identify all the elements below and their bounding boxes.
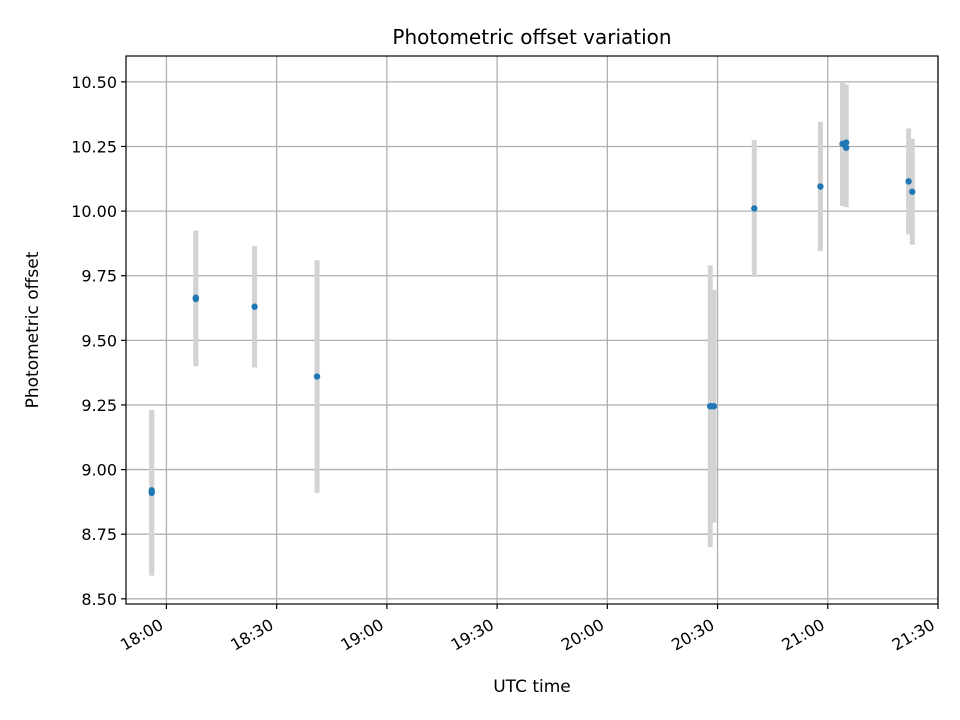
data-point — [148, 487, 155, 494]
data-point — [313, 373, 321, 380]
y-tick-label: 10.50 — [71, 73, 117, 92]
y-tick-label: 10.00 — [71, 202, 117, 221]
grid — [126, 56, 939, 604]
y-axis-label: Photometric offset — [23, 251, 43, 408]
y-tick-label: 9.75 — [81, 267, 117, 286]
data-point — [842, 144, 850, 151]
y-tick-label: 9.25 — [81, 396, 117, 415]
data-point — [192, 294, 200, 301]
y-tick-label: 10.25 — [71, 137, 117, 156]
data-point — [751, 205, 758, 212]
y-tick-label: 9.50 — [81, 331, 117, 350]
data-point — [710, 403, 718, 410]
y-axis: 8.50 8.75 9.00 9.25 9.50 9.75 10.00 10.25 10.50 — [71, 73, 126, 609]
x-axis-label: UTC time — [493, 677, 571, 697]
y-tick-label: 8.50 — [81, 590, 117, 609]
data-point — [905, 178, 912, 185]
plot-frame — [125, 55, 939, 605]
data-point — [251, 303, 258, 310]
data-point — [842, 139, 850, 146]
data-point — [909, 188, 916, 195]
data-point — [817, 183, 824, 190]
chart-title: Photometric offset variation — [392, 25, 671, 49]
y-tick-label: 9.00 — [81, 461, 117, 480]
data-points — [148, 139, 916, 497]
y-tick-label: 8.75 — [81, 525, 117, 544]
